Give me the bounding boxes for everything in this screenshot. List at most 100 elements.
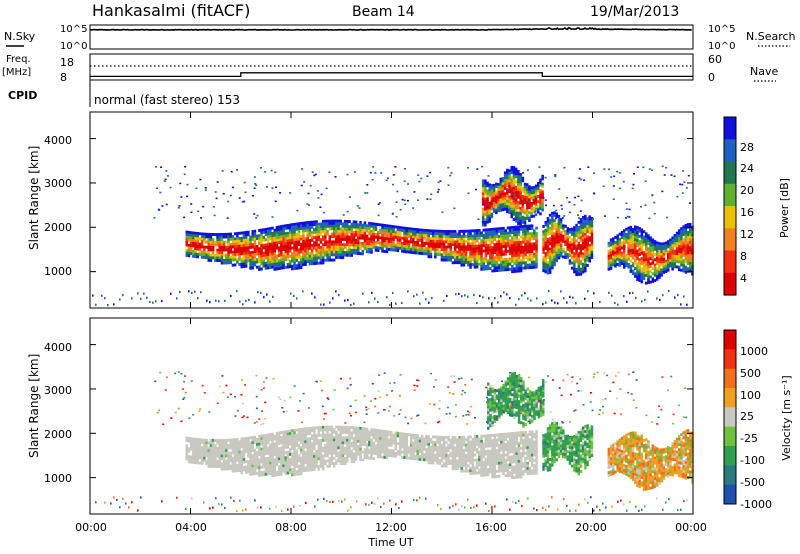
data-cell — [218, 256, 221, 260]
data-cell — [244, 249, 248, 253]
data-cell — [315, 460, 318, 463]
data-cell — [511, 254, 514, 258]
data-cell — [385, 237, 389, 241]
data-cell — [339, 240, 342, 244]
data-cell — [542, 230, 545, 234]
data-cell — [645, 266, 648, 269]
data-cell — [429, 229, 433, 233]
data-cell — [409, 235, 413, 239]
data-cell — [581, 255, 585, 258]
data-cell — [260, 460, 263, 464]
data-cell — [530, 215, 533, 218]
data-cell — [304, 437, 307, 441]
data-cell — [471, 245, 474, 248]
data-cell — [357, 249, 360, 253]
data-cell — [636, 241, 639, 245]
data-cell — [282, 454, 285, 457]
data-cell — [339, 219, 342, 223]
data-cell — [623, 295, 625, 298]
data-cell — [458, 237, 461, 241]
data-cell — [165, 170, 168, 172]
data-cell — [363, 437, 367, 441]
data-cell — [588, 259, 591, 263]
data-cell — [218, 248, 221, 252]
data-cell — [575, 226, 578, 230]
data-cell — [317, 248, 320, 252]
data-cell — [291, 228, 294, 232]
data-cell — [313, 436, 316, 440]
data-cell — [456, 237, 459, 241]
data-cell — [183, 216, 186, 219]
data-cell — [526, 169, 529, 171]
data-cell — [371, 291, 373, 294]
data-cell — [310, 463, 314, 466]
data-cell — [297, 428, 301, 432]
data-cell — [282, 255, 285, 259]
data-cell — [385, 239, 389, 243]
data-cell — [534, 213, 538, 217]
data-cell — [387, 448, 391, 452]
data-cell — [242, 262, 246, 266]
data-cell — [495, 256, 499, 259]
data-cell — [233, 453, 237, 457]
data-cell — [486, 267, 490, 271]
data-cell — [519, 243, 523, 247]
data-cell — [530, 196, 533, 200]
data-cell — [486, 181, 489, 185]
data-cell — [517, 180, 520, 184]
data-cell — [403, 244, 406, 248]
data-cell — [207, 449, 210, 453]
data-cell — [222, 452, 226, 455]
data-cell — [372, 227, 375, 231]
data-cell — [602, 185, 605, 188]
data-cell — [284, 451, 287, 454]
data-cell — [425, 229, 428, 232]
data-cell — [308, 259, 312, 263]
data-cell — [317, 235, 320, 239]
data-cell — [288, 262, 292, 266]
data-cell — [634, 246, 637, 250]
data-cell — [503, 179, 507, 183]
data-cell — [317, 426, 320, 429]
data-cell — [403, 448, 406, 452]
data-cell — [323, 303, 325, 306]
data-cell — [227, 232, 230, 236]
data-cell — [573, 267, 576, 271]
data-cell — [519, 240, 523, 244]
data-cell — [548, 271, 552, 274]
data-cell — [669, 259, 672, 263]
data-cell — [260, 434, 263, 438]
data-cell — [453, 261, 457, 265]
data-cell — [288, 254, 292, 258]
data-cell — [247, 259, 250, 263]
data-cell — [324, 454, 327, 458]
data-cell — [282, 245, 285, 249]
data-cell — [293, 294, 295, 297]
data-cell — [321, 253, 325, 257]
data-cell — [488, 186, 491, 188]
data-cell — [495, 227, 499, 231]
data-cell — [227, 459, 230, 463]
data-cell — [555, 215, 558, 218]
data-cell — [220, 259, 224, 262]
data-cell — [671, 257, 674, 261]
data-cell — [535, 247, 538, 251]
data-cell — [286, 435, 290, 439]
data-cell — [330, 250, 334, 254]
data-cell — [503, 174, 507, 177]
data-cell — [412, 207, 415, 209]
data-cell — [291, 264, 294, 268]
data-cell — [689, 254, 692, 257]
data-cell — [414, 233, 417, 237]
data-cell — [570, 227, 574, 231]
data-cell — [295, 457, 298, 461]
data-cell — [689, 261, 692, 265]
data-cell — [480, 234, 483, 237]
data-cell — [293, 457, 296, 461]
data-cell — [383, 250, 386, 253]
data-cell — [453, 245, 457, 249]
data-cell — [339, 430, 342, 434]
data-cell — [625, 240, 628, 244]
data-cell — [335, 433, 338, 437]
data-cell — [317, 243, 320, 247]
